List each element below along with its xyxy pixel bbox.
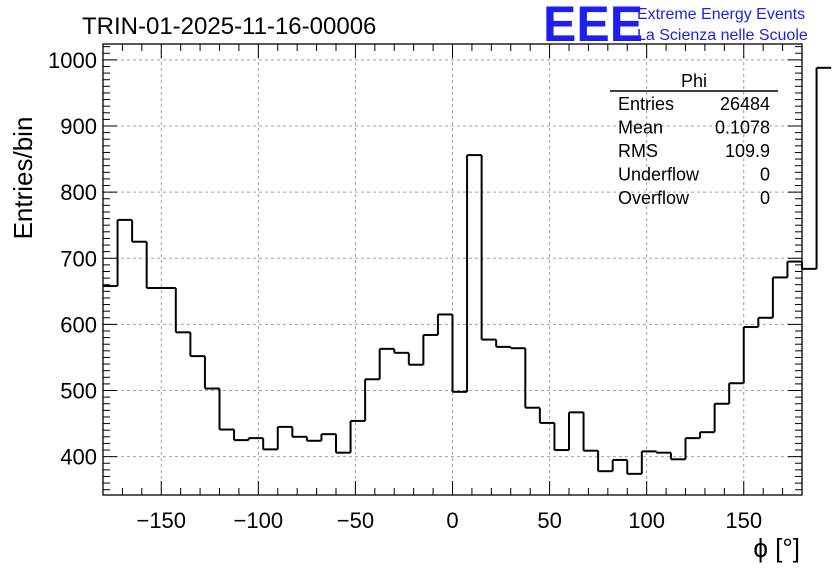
x-tick-label: 150 xyxy=(725,508,762,533)
stats-row-value: 26484 xyxy=(720,94,770,114)
histogram-series xyxy=(103,66,832,475)
y-tick-label: 700 xyxy=(60,246,97,271)
logo-line-2: La Scienza nelle Scuole xyxy=(637,27,808,44)
x-tick-label: 50 xyxy=(537,508,561,533)
stats-row-label: Mean xyxy=(618,118,663,138)
y-tick-label: 500 xyxy=(60,379,97,404)
stats-row-value: 109.9 xyxy=(725,141,770,161)
chart-title: TRIN-01-2025-11-16-00006 xyxy=(82,13,376,40)
x-axis-ticks: −150 −100 −50 0 50 100 150 xyxy=(102,44,803,533)
stats-row-label: Entries xyxy=(618,94,674,114)
stats-row-label: Underflow xyxy=(618,165,700,185)
logo-mark: EEE xyxy=(543,0,643,52)
y-tick-label: 400 xyxy=(60,445,97,470)
stats-box: Phi Entries 26484 Mean 0.1078 RMS 109.9 Underf… xyxy=(610,71,778,208)
stats-row-value: 0.1078 xyxy=(715,118,770,138)
y-tick-label: 900 xyxy=(60,114,97,139)
stats-row-value: 0 xyxy=(760,165,770,185)
y-tick-label: 800 xyxy=(60,180,97,205)
x-axis-label: ϕ [°] xyxy=(753,533,800,563)
x-tick-label: 0 xyxy=(446,508,458,533)
x-tick-label: 100 xyxy=(628,508,665,533)
stats-title: Phi xyxy=(681,71,707,91)
y-axis-label: Entries/bin xyxy=(8,117,38,240)
stats-row-label: RMS xyxy=(618,141,658,161)
y-tick-label: 600 xyxy=(60,312,97,337)
y-tick-label: 1000 xyxy=(48,48,97,73)
logo-line-1: Extreme Energy Events xyxy=(637,6,805,23)
eee-logo: EEE Extreme Energy Events La Scienza nel… xyxy=(543,0,808,52)
stats-rows: Entries 26484 Mean 0.1078 RMS 109.9 Underflow 0… xyxy=(618,94,770,208)
stats-row-label: Overflow xyxy=(618,188,690,208)
x-tick-label: −50 xyxy=(337,508,374,533)
y-axis-ticks: 400 500 600 700 800 900 1000 xyxy=(48,46,802,491)
x-tick-label: −100 xyxy=(234,508,284,533)
x-tick-label: −150 xyxy=(136,508,186,533)
stats-row-value: 0 xyxy=(760,188,770,208)
grid-lines xyxy=(103,44,802,495)
